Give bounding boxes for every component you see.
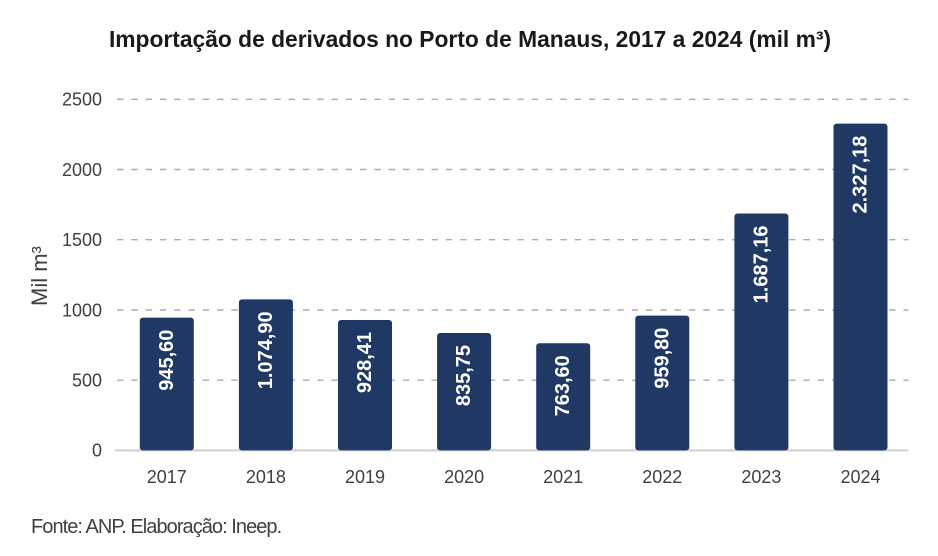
svg-text:2018: 2018 [246, 467, 286, 487]
svg-text:2022: 2022 [642, 467, 682, 487]
svg-text:2500: 2500 [62, 90, 102, 110]
svg-text:Importação de derivados no Por: Importação de derivados no Porto de Mana… [109, 26, 831, 52]
svg-text:2.327,18: 2.327,18 [850, 136, 872, 214]
svg-text:2000: 2000 [62, 160, 102, 180]
svg-text:928,41: 928,41 [354, 332, 376, 393]
svg-text:835,75: 835,75 [453, 345, 475, 406]
svg-text:Mil m³: Mil m³ [27, 246, 52, 306]
svg-text:500: 500 [72, 371, 102, 391]
svg-text:0: 0 [92, 441, 102, 461]
svg-text:2021: 2021 [543, 467, 583, 487]
svg-text:2017: 2017 [147, 467, 187, 487]
svg-text:1500: 1500 [62, 230, 102, 250]
svg-text:1000: 1000 [62, 300, 102, 320]
svg-text:Fonte: ANP. Elaboração: Ineep.: Fonte: ANP. Elaboração: Ineep. [31, 516, 281, 538]
svg-text:1.687,16: 1.687,16 [750, 226, 772, 304]
svg-text:2023: 2023 [741, 467, 781, 487]
svg-text:945,60: 945,60 [156, 330, 178, 391]
svg-text:2024: 2024 [840, 467, 880, 487]
svg-text:1.074,90: 1.074,90 [255, 311, 277, 389]
svg-text:959,80: 959,80 [651, 328, 673, 389]
svg-text:2019: 2019 [345, 467, 385, 487]
svg-text:2020: 2020 [444, 467, 484, 487]
svg-text:763,60: 763,60 [552, 355, 574, 416]
